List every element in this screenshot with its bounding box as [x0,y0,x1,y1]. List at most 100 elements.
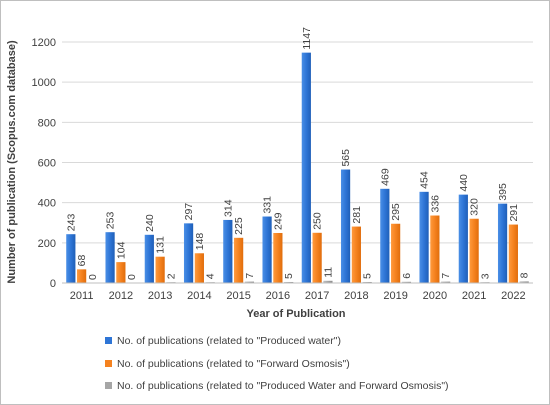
data-labels: 2436802531040240131229714843142257331249… [65,27,530,280]
bar-series-1-2016 [262,216,272,283]
data-label: 281 [351,206,363,224]
data-label: 4 [205,273,217,279]
bar-series-2-2017 [312,232,322,283]
data-label: 131 [155,236,167,254]
bar-series-1-2015 [223,219,233,283]
data-label: 331 [262,196,274,214]
x-tick-label: 2018 [344,290,368,302]
data-label: 469 [379,168,391,186]
bar-series-1-2019 [380,188,390,283]
x-axis-title: Year of Publication [246,308,345,320]
x-tick-label: 2019 [383,290,407,302]
bar-series-3-2020 [441,281,451,283]
y-tick-label: 1200 [32,37,56,49]
legend-label-3: No. of publications (related to "Produce… [117,380,449,392]
gridlines [62,41,533,244]
data-label: 440 [458,174,470,192]
y-tick-label: 600 [38,158,56,170]
legend-label-1: No. of publications (related to "Produce… [117,335,341,347]
data-label: 336 [429,195,441,213]
bar-series-2-2020 [430,215,440,283]
data-label: 249 [272,212,284,230]
bar-series-3-2016 [284,281,294,283]
x-tick-label: 2020 [423,290,447,302]
x-tick-label: 2016 [266,290,290,302]
bar-series-2-2011 [77,269,87,283]
x-tick-label: 2011 [70,290,94,302]
bar-series-2-2014 [194,253,204,283]
data-label: 5 [283,273,295,279]
data-label: 7 [440,273,452,279]
y-axis-title: Number of publication (Scopus.com databa… [6,40,18,284]
y-tick-label: 0 [50,278,56,290]
x-tick-label: 2022 [501,290,525,302]
data-label: 395 [497,183,509,201]
x-tick-label: 2013 [148,290,172,302]
y-tick-label: 1000 [32,77,56,89]
bar-series-2-2019 [391,223,401,283]
x-tick-label: 2017 [305,290,329,302]
x-tick-label: 2012 [109,290,133,302]
bar-series-2-2021 [469,218,479,283]
bar-series-2-2018 [351,226,361,283]
bar-series-2-2013 [155,256,165,283]
x-tick-label: 2014 [187,290,211,302]
bar-series-1-2014 [183,223,194,283]
data-label: 7 [244,273,256,279]
bar-series-1-2017 [301,52,311,283]
data-label: 250 [312,212,324,230]
data-label: 0 [126,274,138,280]
bar-series-2-2012 [116,262,126,283]
data-label: 320 [469,198,481,216]
data-label: 243 [65,214,77,232]
legend-swatch-1 [105,337,112,344]
bar-series-2-2015 [234,237,244,283]
data-label: 3 [479,273,491,279]
x-tick-label: 2021 [462,290,486,302]
data-label: 11 [322,267,334,278]
data-label: 68 [76,255,88,267]
data-label: 1147 [301,27,313,50]
bar-series-1-2021 [458,194,468,283]
bar-series-3-2015 [244,281,255,283]
data-label: 297 [183,203,195,221]
data-label: 253 [105,212,117,230]
bar-series-1-2011 [66,234,76,283]
data-label: 148 [194,233,206,251]
bar-series-3-2018 [362,281,372,283]
legend: No. of publications (related to "Produce… [105,335,449,392]
bar-series-2-2022 [508,224,518,283]
y-tick-label: 400 [38,198,56,210]
bar-series-3-2022 [519,281,529,283]
data-label: 240 [144,214,156,232]
data-label: 454 [419,171,431,189]
data-label: 0 [87,274,99,280]
bar-series-1-2012 [105,232,115,283]
x-tick-label: 2015 [226,290,250,302]
data-label: 295 [390,203,402,221]
data-label: 104 [115,241,127,259]
bar-series-1-2018 [340,169,351,283]
y-tick-label: 800 [38,117,56,129]
data-label: 5 [362,273,374,279]
bar-series-1-2020 [419,191,429,283]
data-label: 565 [340,149,352,167]
data-label: 291 [508,204,520,222]
bar-series-3-2019 [401,281,412,283]
data-label: 8 [519,272,531,278]
data-label: 2 [165,273,177,279]
data-label: 6 [401,273,413,279]
bar-series-3-2017 [323,280,333,283]
y-tick-label: 200 [38,238,56,250]
bar-series-2-2016 [273,232,283,283]
data-label: 314 [222,199,234,217]
legend-swatch-2 [105,360,112,367]
bar-series-1-2022 [497,203,508,283]
bar-series-1-2013 [144,234,154,283]
legend-label-2: No. of publications (related to "Forward… [117,358,350,370]
data-label: 225 [233,217,245,235]
legend-swatch-3 [105,382,112,389]
